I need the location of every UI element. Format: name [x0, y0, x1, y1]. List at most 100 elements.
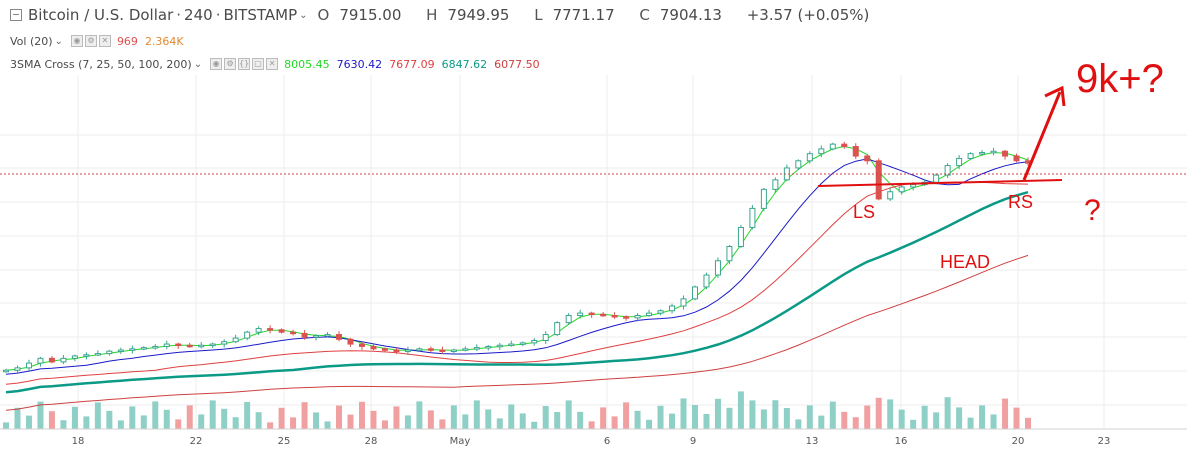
volume-bar [565, 400, 572, 429]
volume-bar [439, 419, 446, 429]
interval[interactable]: 240 [184, 6, 213, 24]
target-arrow-head [1044, 85, 1066, 107]
x-tick-label: 16 [895, 436, 908, 447]
x-tick-label: 22 [190, 436, 203, 447]
chevron-down-icon[interactable]: ⌄ [193, 58, 203, 70]
change-value: +3.57 (+0.05%) [746, 6, 870, 24]
candle-body [588, 312, 595, 316]
candle-body [267, 328, 274, 331]
volume-bar [1013, 407, 1020, 429]
volume-bar [772, 400, 779, 429]
settings-icon[interactable]: ⚙ [84, 35, 97, 47]
volume-bar [623, 402, 630, 429]
candle-body [473, 347, 480, 350]
volume-bar [129, 406, 136, 429]
candle-body [611, 315, 618, 318]
candle-body [301, 332, 308, 338]
eye-icon[interactable]: ◉ [70, 35, 83, 47]
exchange: BITSTAMP [223, 6, 298, 24]
candle-body [737, 226, 744, 247]
indicator-controls: ◉ ⚙ ✕ [70, 35, 111, 47]
volume-bar [140, 415, 147, 429]
low-value: 7771.17 [552, 6, 615, 24]
candle-body [290, 331, 297, 335]
candle-body [554, 322, 561, 336]
candle-body [129, 348, 136, 351]
volume-bar [473, 400, 480, 429]
more-icon[interactable]: ▢ [252, 58, 265, 70]
volume-bar [921, 405, 928, 429]
candle-body [313, 335, 320, 338]
candle-body [94, 353, 101, 356]
volume-bar [818, 415, 825, 429]
candle-body [71, 355, 78, 359]
volume-bar [806, 405, 813, 429]
x-tick-label: 9 [690, 436, 696, 447]
volume-bar [14, 407, 21, 429]
candle-body [140, 347, 147, 350]
candle-body [577, 312, 584, 316]
candle-body [381, 348, 388, 351]
volume-bar [887, 399, 894, 429]
candlesticks [3, 141, 1031, 373]
head-label: HEAD [940, 252, 990, 272]
volume-value: 969 [116, 34, 138, 48]
close-icon[interactable]: ✕ [98, 35, 111, 47]
source-code-icon[interactable]: {} [238, 58, 251, 70]
candle-body [760, 188, 767, 209]
close-icon[interactable]: ✕ [266, 58, 279, 70]
chevron-down-icon[interactable]: ⌄ [54, 35, 63, 47]
candle-body [25, 362, 32, 369]
volume-bar [519, 413, 526, 429]
x-tick-label: 20 [1012, 436, 1025, 447]
volume-bar [634, 410, 641, 429]
candle-body [152, 345, 159, 349]
candle-body [60, 357, 67, 363]
volume-bar [186, 405, 193, 429]
x-tick-label: 13 [806, 436, 819, 447]
question-label: ? [1084, 194, 1101, 227]
volume-bar [910, 419, 917, 429]
settings-icon[interactable]: ⚙ [224, 58, 237, 70]
volume-bar [244, 402, 251, 429]
collapse-icon[interactable] [10, 9, 22, 21]
volume-bar [531, 421, 538, 429]
volume-bar [393, 406, 400, 429]
volume-bar [106, 410, 113, 429]
volume-bar [852, 417, 859, 429]
annotation-drawings: 9k+? ? LS RS HEAD [817, 57, 1164, 272]
eye-icon[interactable]: ◉ [210, 58, 223, 70]
candle-body [875, 160, 882, 200]
chevron-down-icon[interactable]: ⌄ [299, 9, 308, 21]
candle-body [887, 191, 894, 200]
candle-body [634, 315, 641, 319]
candle-body [680, 298, 687, 307]
volume-bar [646, 419, 653, 429]
candle-body [829, 143, 836, 150]
volume-bar [71, 406, 78, 429]
x-tick-label: 18 [72, 436, 85, 447]
candle-body [462, 348, 469, 351]
candle-body [163, 343, 170, 347]
x-tick-label: May [450, 436, 471, 447]
symbol-name[interactable]: Bitcoin / U.S. Dollar [28, 6, 174, 24]
sma-label[interactable]: 3SMA Cross (7, 25, 50, 100, 200) [10, 57, 192, 71]
moving-average-line [5, 254, 1029, 411]
neckline [817, 179, 1063, 187]
volume-label[interactable]: Vol (20) [10, 34, 53, 48]
volume-bar [600, 407, 607, 429]
volume-bar [255, 412, 262, 429]
candle-body [531, 339, 538, 344]
volume-bar [117, 420, 124, 429]
candle-body [232, 337, 239, 343]
volume-bar [37, 401, 44, 429]
volume-bar [381, 420, 388, 429]
volume-bar [347, 414, 354, 429]
sma-value-200: 6077.50 [494, 57, 540, 71]
target-label: 9k+? [1076, 57, 1164, 101]
moving-average-line [5, 181, 1029, 385]
volume-ma-value: 2.364K [144, 34, 184, 48]
candle-body [324, 334, 331, 337]
